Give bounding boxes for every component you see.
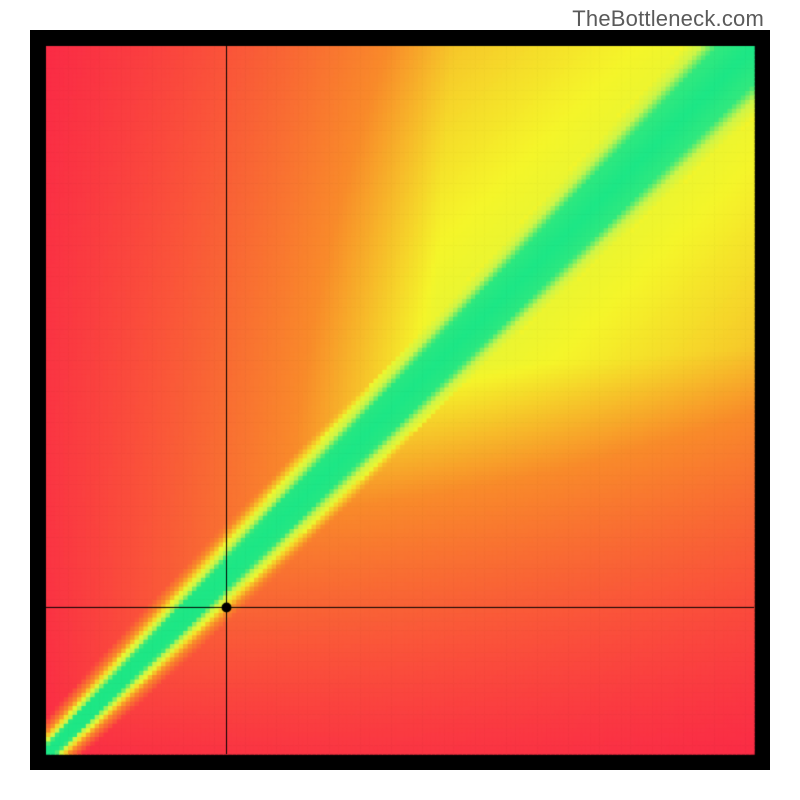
chart-container: TheBottleneck.com xyxy=(0,0,800,800)
watermark-text: TheBottleneck.com xyxy=(572,6,764,32)
chart-frame xyxy=(30,30,770,770)
heatmap-canvas xyxy=(30,30,770,770)
